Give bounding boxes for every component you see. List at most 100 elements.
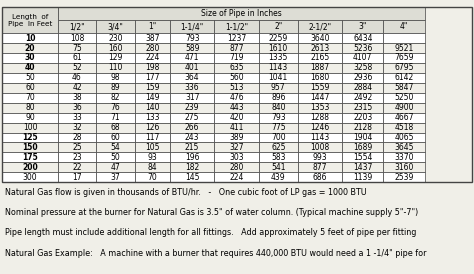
Bar [342, 113, 383, 122]
Bar [2, 7, 472, 182]
Text: 110: 110 [108, 64, 123, 72]
Bar [259, 103, 298, 113]
Bar [96, 73, 135, 83]
Bar [383, 162, 425, 172]
Bar [259, 172, 298, 182]
Text: 25: 25 [72, 143, 82, 152]
Text: 93: 93 [147, 153, 157, 162]
Text: 476: 476 [229, 93, 244, 102]
Text: 840: 840 [271, 103, 285, 112]
Bar [135, 152, 170, 162]
Bar [170, 73, 214, 83]
Bar [2, 152, 58, 162]
Bar [96, 113, 135, 122]
Text: 541: 541 [271, 163, 285, 172]
Bar [214, 73, 259, 83]
Bar [259, 83, 298, 93]
Bar [170, 122, 214, 133]
Text: 149: 149 [145, 93, 160, 102]
Text: 84: 84 [147, 163, 157, 172]
Text: 327: 327 [229, 143, 244, 152]
Text: 243: 243 [185, 133, 200, 142]
Text: 280: 280 [145, 44, 159, 53]
Bar [298, 103, 342, 113]
Text: 2128: 2128 [353, 123, 372, 132]
Bar [342, 93, 383, 103]
Text: 40: 40 [25, 64, 35, 72]
Bar [383, 53, 425, 63]
Bar [342, 152, 383, 162]
Text: 1-1/2": 1-1/2" [225, 22, 248, 31]
Text: 47: 47 [110, 163, 120, 172]
Text: 4518: 4518 [394, 123, 414, 132]
Text: 1353: 1353 [310, 103, 329, 112]
Bar [2, 83, 58, 93]
Bar [259, 93, 298, 103]
Bar [58, 103, 96, 113]
Bar [96, 172, 135, 182]
Bar [342, 172, 383, 182]
Bar [259, 122, 298, 133]
Text: 1-1/4": 1-1/4" [181, 22, 204, 31]
Bar [58, 162, 96, 172]
Bar [214, 142, 259, 152]
Bar [259, 33, 298, 43]
Bar [214, 103, 259, 113]
Bar [259, 53, 298, 63]
Text: 317: 317 [185, 93, 200, 102]
Text: 2936: 2936 [353, 73, 373, 82]
Bar [170, 172, 214, 182]
Text: 90: 90 [25, 113, 35, 122]
Bar [259, 162, 298, 172]
Bar [298, 93, 342, 103]
Text: 2165: 2165 [310, 53, 329, 62]
Text: 1437: 1437 [353, 163, 373, 172]
Bar [259, 133, 298, 142]
Text: Nominal pressure at the burner for Natural Gas is 3.5" of water column. (Typical: Nominal pressure at the burner for Natur… [5, 208, 418, 217]
Text: 401: 401 [185, 64, 200, 72]
Text: 1008: 1008 [310, 143, 329, 152]
Text: 275: 275 [185, 113, 200, 122]
Bar [2, 142, 58, 152]
Text: 877: 877 [312, 163, 327, 172]
Bar [135, 53, 170, 63]
Text: 239: 239 [185, 103, 200, 112]
Bar [259, 152, 298, 162]
Bar [170, 83, 214, 93]
Bar [2, 53, 58, 63]
Text: 160: 160 [108, 44, 123, 53]
Bar [58, 63, 96, 73]
Bar [342, 83, 383, 93]
Bar [58, 133, 96, 142]
Bar [135, 122, 170, 133]
Text: 300: 300 [23, 173, 37, 182]
Text: 439: 439 [271, 173, 286, 182]
Text: 82: 82 [111, 93, 120, 102]
Bar [298, 162, 342, 172]
Text: 993: 993 [312, 153, 327, 162]
Bar [96, 103, 135, 113]
Text: 560: 560 [229, 73, 244, 82]
Bar [298, 142, 342, 152]
Bar [58, 33, 96, 43]
Bar [259, 20, 298, 33]
Text: 3/4": 3/4" [108, 22, 123, 31]
Bar [214, 63, 259, 73]
Bar [214, 53, 259, 63]
Text: 230: 230 [108, 34, 123, 43]
Bar [298, 43, 342, 53]
Bar [135, 142, 170, 152]
Text: 700: 700 [271, 133, 286, 142]
Text: 1288: 1288 [310, 113, 329, 122]
Text: 105: 105 [145, 143, 160, 152]
Text: 4900: 4900 [394, 103, 414, 112]
Text: 5250: 5250 [394, 93, 414, 102]
Bar [135, 133, 170, 142]
Bar [96, 152, 135, 162]
Bar [58, 172, 96, 182]
Bar [96, 63, 135, 73]
Text: 177: 177 [145, 73, 160, 82]
Bar [96, 20, 135, 33]
Text: 1139: 1139 [353, 173, 373, 182]
Text: 28: 28 [72, 133, 82, 142]
